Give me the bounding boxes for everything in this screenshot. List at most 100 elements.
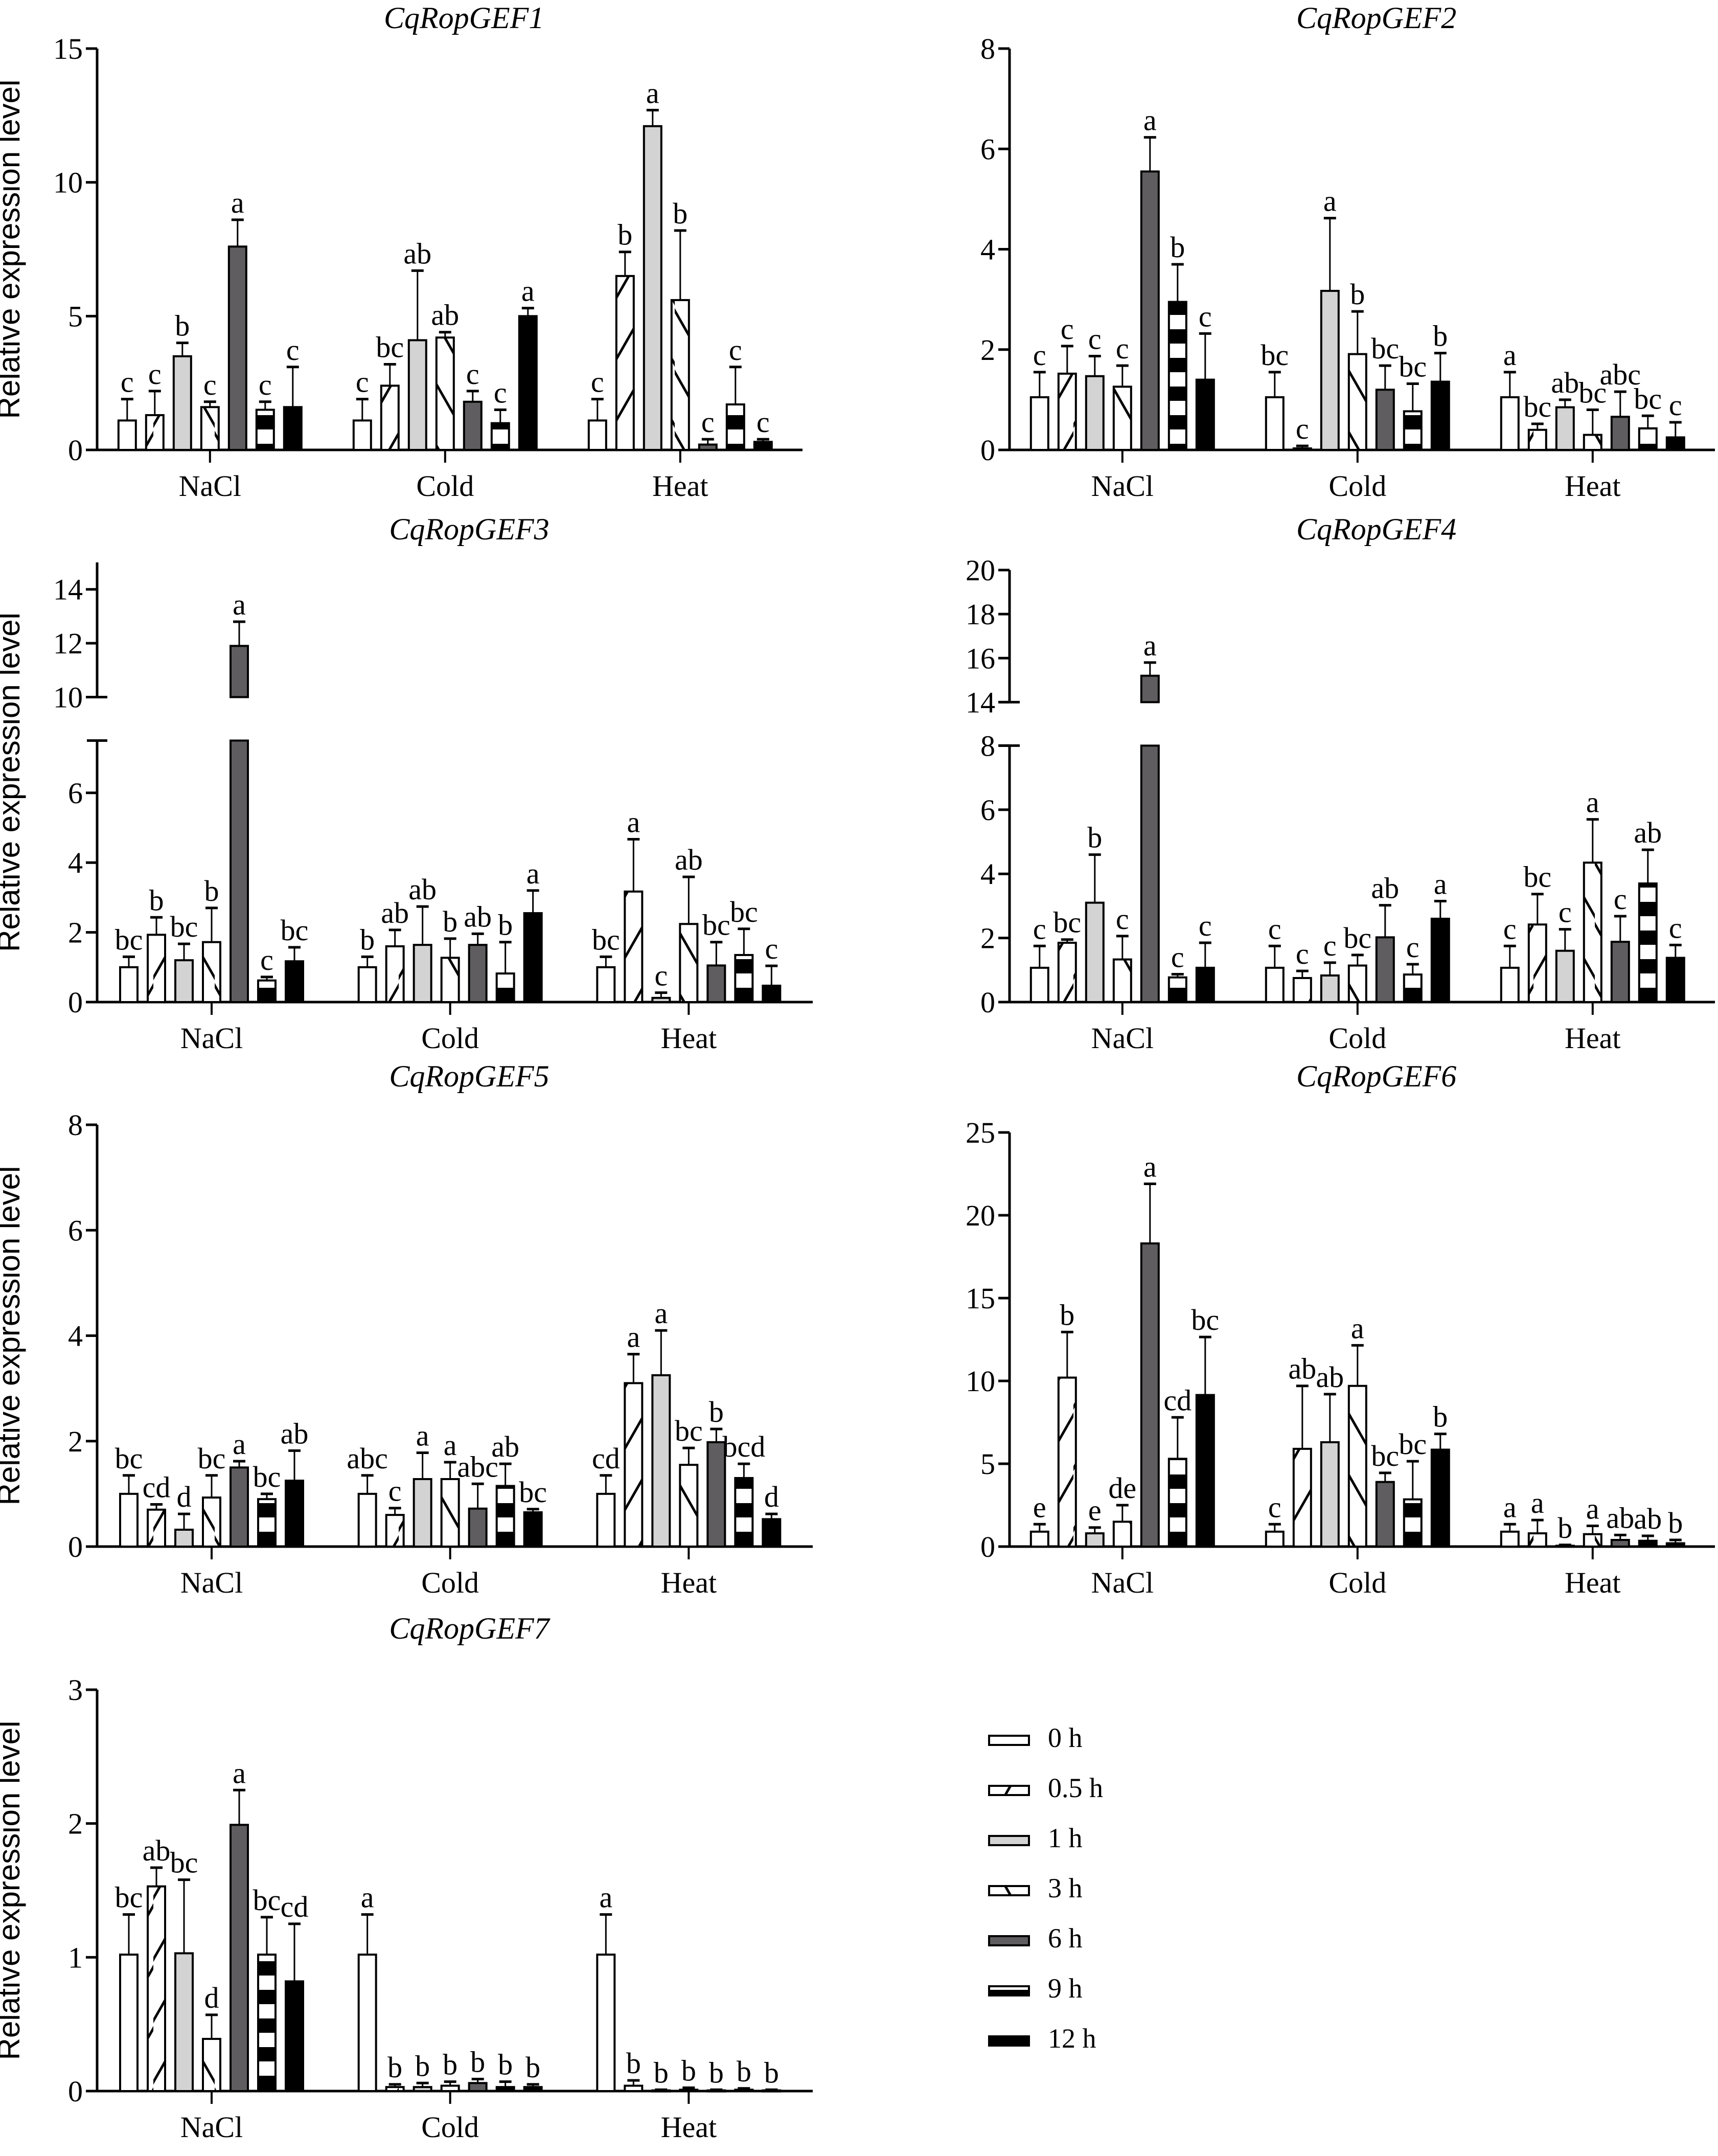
significance-letter: a <box>1434 867 1447 900</box>
legend-label: 9 h <box>1048 1973 1083 2004</box>
significance-letter: ab <box>1606 1501 1634 1534</box>
bar <box>385 945 405 1004</box>
significance-letter: bc <box>253 1883 281 1917</box>
significance-letter: c <box>1296 412 1309 445</box>
bar <box>1610 1539 1630 1548</box>
bar <box>679 2089 699 2092</box>
significance-letter: c <box>1503 912 1517 945</box>
bar <box>230 1824 249 2093</box>
significance-letter: cd <box>592 1442 620 1475</box>
significance-letter: c <box>1199 300 1212 333</box>
bar <box>1265 396 1285 451</box>
bar <box>1638 1539 1658 1548</box>
chart-title: CqRopGEF7 <box>389 1612 551 1645</box>
bar <box>1430 380 1450 451</box>
significance-letter: a <box>361 1881 374 1914</box>
significance-letter: c <box>1171 940 1184 973</box>
bar <box>1195 1394 1215 1548</box>
significance-letter: bc <box>1053 906 1081 939</box>
bar <box>352 419 372 451</box>
chart-title: CqRopGEF6 <box>1296 1059 1456 1093</box>
bar <box>1167 1458 1187 1548</box>
bar <box>1375 1481 1395 1548</box>
bar <box>523 1511 543 1548</box>
x-tick-label: Heat <box>1565 1022 1621 1055</box>
significance-letter: b <box>387 2051 402 2084</box>
significance-letter: b <box>470 2045 485 2078</box>
x-tick-label: Heat <box>661 1566 717 1599</box>
bar <box>1085 901 1105 1003</box>
significance-letter: cd <box>281 1890 309 1923</box>
y-tick-label: 5 <box>68 300 83 333</box>
significance-letter: c <box>1323 929 1337 962</box>
significance-letter: a <box>1586 1492 1599 1526</box>
significance-letter: c <box>1296 937 1309 970</box>
bar <box>596 966 616 1004</box>
significance-letter: c <box>1268 1490 1281 1524</box>
significance-letter: bc <box>281 914 309 947</box>
bar <box>1195 966 1215 1004</box>
y-tick-label: 4 <box>68 846 83 879</box>
bar <box>413 2086 432 2092</box>
chart-title: CqRopGEF2 <box>1296 1 1456 35</box>
significance-letter: c <box>701 405 715 439</box>
bar <box>200 406 220 451</box>
significance-letter: b <box>1433 1400 1448 1434</box>
y-tick-label: 0 <box>980 1530 995 1563</box>
significance-letter: a <box>526 857 540 890</box>
significance-letter: c <box>757 405 770 439</box>
x-tick-label: NaCl <box>180 1022 243 1055</box>
significance-letter: b <box>175 309 190 343</box>
significance-letter: bcd <box>722 1430 765 1463</box>
y-tick-label: 0 <box>980 986 995 1019</box>
bar <box>257 979 277 1003</box>
bar <box>147 934 166 1004</box>
bar <box>435 336 455 451</box>
significance-letter: bc <box>1523 860 1551 894</box>
y-tick-label: 8 <box>980 32 995 65</box>
significance-letter: bc <box>115 923 143 956</box>
bar <box>1140 674 1160 703</box>
bar <box>257 1954 277 2093</box>
significance-letter: bc <box>1191 1303 1219 1336</box>
bar <box>1665 436 1685 451</box>
y-tick-label: 3 <box>68 1673 83 1707</box>
bar <box>1638 427 1658 451</box>
significance-letter: b <box>709 1395 724 1428</box>
significance-letter: b <box>1060 1298 1074 1331</box>
significance-letter: b <box>626 2047 641 2080</box>
bar <box>1140 1242 1160 1548</box>
bar <box>1665 1542 1685 1548</box>
y-tick-label: 8 <box>980 729 995 762</box>
bar <box>1347 964 1367 1003</box>
y-tick-label: 18 <box>966 598 995 631</box>
significance-letter: c <box>1669 389 1682 422</box>
significance-letter: bc <box>730 895 758 928</box>
bar <box>1430 917 1450 1003</box>
bar <box>357 966 377 1004</box>
y-tick-label: 20 <box>966 554 995 587</box>
legend-label: 6 h <box>1048 1923 1083 1954</box>
significance-letter: a <box>627 1321 640 1354</box>
y-axis-label: Relative expression level <box>0 1166 26 1506</box>
bar <box>725 403 745 451</box>
bar <box>1583 1533 1602 1548</box>
y-tick-label: 10 <box>53 166 83 199</box>
significance-letter: bc <box>170 910 198 943</box>
bar <box>1347 1385 1367 1548</box>
significance-letter: a <box>627 806 640 839</box>
bar <box>596 1954 616 2093</box>
significance-letter: bc <box>702 909 730 942</box>
bar <box>172 355 192 451</box>
significance-letter: b <box>737 2055 751 2088</box>
significance-letter: b <box>681 2054 696 2087</box>
significance-letter: bc <box>1399 1427 1427 1461</box>
bar <box>643 125 662 451</box>
y-tick-label: 0 <box>68 1530 83 1563</box>
legend-label: 0.5 h <box>1048 1773 1103 1803</box>
bar <box>285 1480 304 1548</box>
x-tick-label: Cold <box>1328 1566 1386 1599</box>
y-tick-label: 4 <box>980 857 995 891</box>
y-tick-label: 0 <box>68 434 83 467</box>
